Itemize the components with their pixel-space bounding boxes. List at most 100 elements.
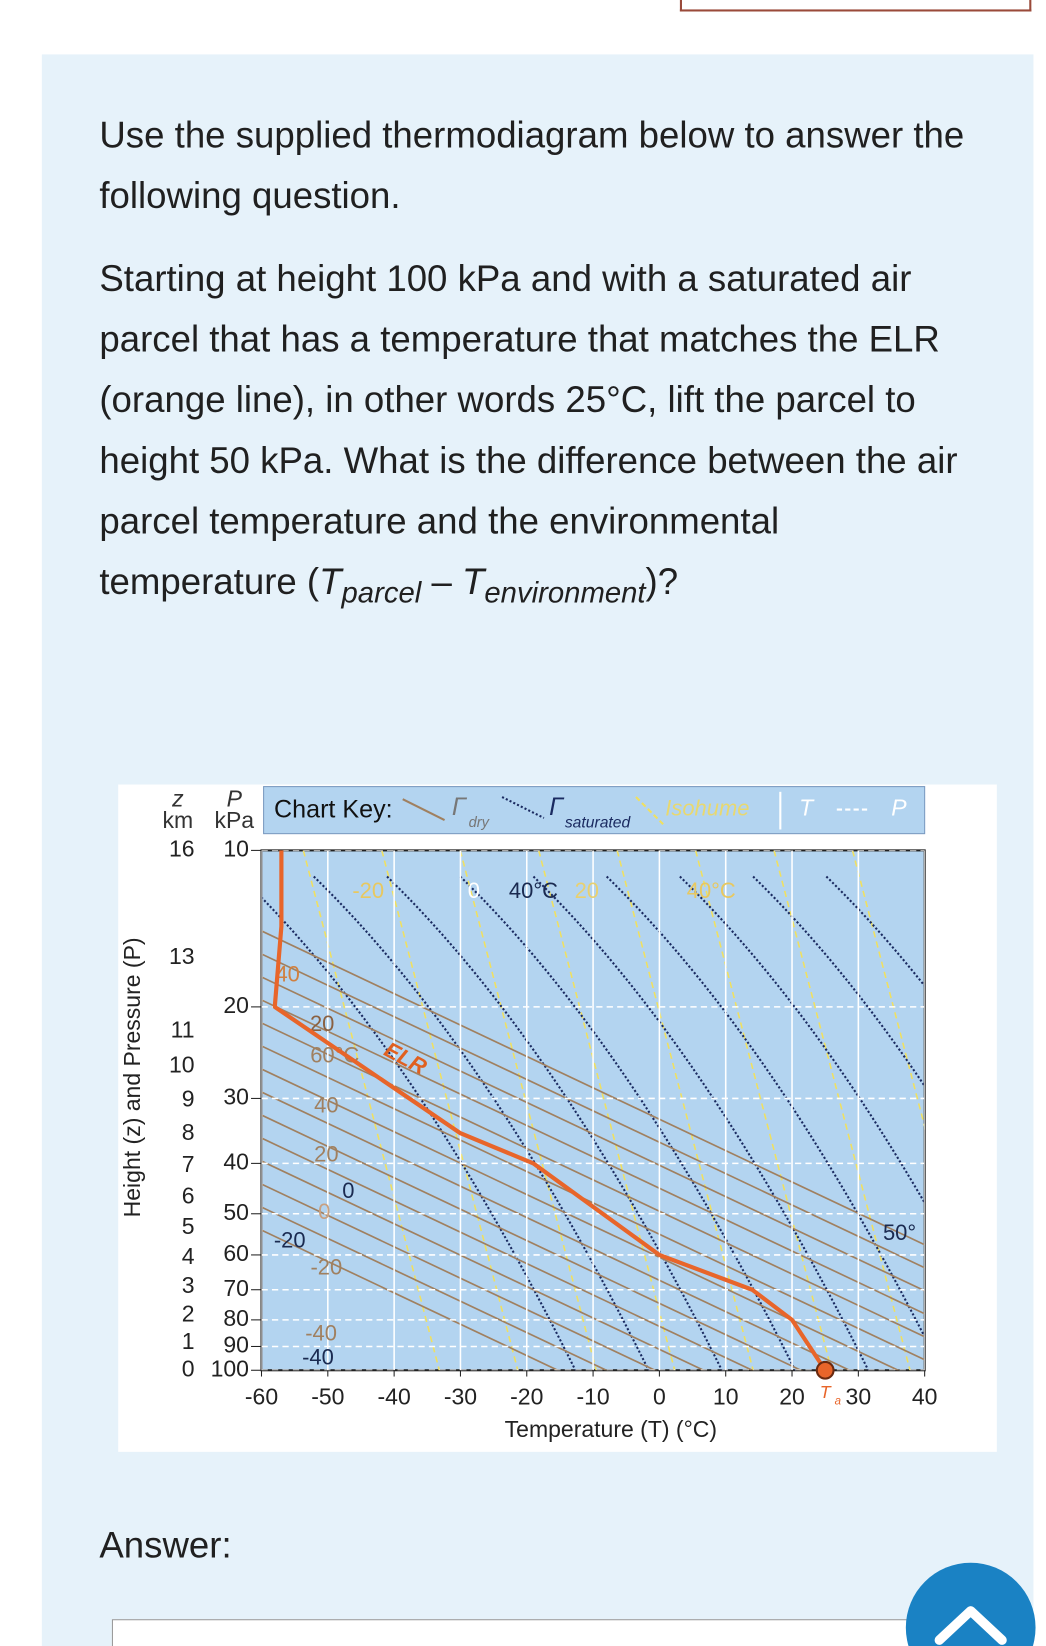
key-isohume: Isohume xyxy=(665,795,749,820)
x-tick-label: 20 xyxy=(779,1384,805,1410)
x-tick-label: 40 xyxy=(912,1384,938,1410)
z-unit: km xyxy=(162,807,193,833)
parcel-symbol: T xyxy=(820,1382,832,1402)
p-tick-label: 60 xyxy=(223,1240,249,1266)
key-sat-sub: saturated xyxy=(565,814,632,831)
saturated-adiabat xyxy=(605,875,925,1340)
x-tick-label: -40 xyxy=(378,1384,411,1410)
scroll-top-button[interactable] xyxy=(905,1562,1036,1646)
x-tick-label: -60 xyxy=(245,1384,278,1410)
plot-label: 50° xyxy=(883,1220,916,1245)
x-tick-label: 10 xyxy=(713,1384,739,1410)
isohume xyxy=(537,850,676,1371)
closing: )? xyxy=(645,561,679,603)
x-tick-label: -50 xyxy=(311,1384,344,1410)
z-tick-label: 10 xyxy=(169,1052,195,1078)
p-tick-label: 80 xyxy=(223,1305,249,1331)
p-tick-label: 10 xyxy=(223,835,249,861)
p-tick-label: 90 xyxy=(223,1332,249,1358)
p-tick-label: 20 xyxy=(223,992,249,1018)
z-tick-label: 5 xyxy=(182,1213,195,1239)
z-tick-label: 2 xyxy=(182,1300,195,1326)
key-saturated-line xyxy=(501,796,545,819)
plot-label: 40°C xyxy=(509,878,558,903)
question-body: Starting at height 100 kPa and with a sa… xyxy=(99,249,967,613)
z-tick-label: 0 xyxy=(182,1355,195,1381)
input-box[interactable] xyxy=(679,0,1032,12)
z-tick-label: 7 xyxy=(182,1151,195,1177)
isohume xyxy=(302,850,441,1371)
z-tick-label: 9 xyxy=(182,1086,195,1112)
z-tick-label: 11 xyxy=(171,1016,195,1042)
key-isotherm: T xyxy=(799,795,815,821)
saturated-adiabat xyxy=(261,896,577,1371)
saturated-adiabat xyxy=(679,875,925,1205)
z-tick-label: 13 xyxy=(169,943,195,969)
z-tick-label: 6 xyxy=(182,1183,195,1209)
p-tick-label: 50 xyxy=(223,1199,249,1225)
x-tick-label: 0 xyxy=(653,1384,666,1410)
plot-label: -20 xyxy=(352,878,384,903)
saturated-adiabat xyxy=(825,875,925,988)
p-unit: kPa xyxy=(214,807,254,833)
key-isohume-line xyxy=(635,796,664,825)
key-title: Chart Key: xyxy=(274,795,393,823)
answer-input[interactable] xyxy=(111,1619,951,1646)
z-tick-label: 4 xyxy=(182,1243,195,1269)
p-tick-label: 70 xyxy=(223,1275,249,1301)
isohume xyxy=(459,850,597,1371)
question-intro: Use the supplied thermodiagram below to … xyxy=(99,115,965,217)
parcel-sub: a xyxy=(835,1396,841,1408)
p-tick-label: 30 xyxy=(223,1084,249,1110)
plot-label: -40 xyxy=(305,1320,337,1345)
saturated-adiabat xyxy=(459,875,797,1371)
z-tick-label: 3 xyxy=(182,1272,195,1298)
isohume xyxy=(851,850,925,1130)
operator: – xyxy=(421,561,452,603)
plot-label: 40 xyxy=(314,1092,338,1117)
plot-label: 20 xyxy=(575,878,599,903)
x-tick-label: -30 xyxy=(444,1384,477,1410)
z-tick-label: 1 xyxy=(182,1328,195,1354)
symbol: T xyxy=(319,561,342,603)
isohume xyxy=(616,850,754,1371)
chart-key xyxy=(263,786,926,835)
y-axis-label: Height (z) and Pressure (P) xyxy=(119,937,145,1217)
z-tick-label: 8 xyxy=(182,1119,195,1145)
elr-line xyxy=(272,850,827,1372)
answer-label: Answer: xyxy=(99,1525,232,1566)
symbol: T xyxy=(462,561,485,603)
z-header: z xyxy=(171,785,184,811)
dry-adiabat xyxy=(261,1229,560,1371)
x-tick-label: -20 xyxy=(510,1384,543,1410)
plot-label: 0 xyxy=(468,878,480,903)
x-axis-label: Temperature (T) (°C) xyxy=(505,1416,717,1442)
plot-label: -40 xyxy=(302,1345,334,1370)
saturated-adiabat xyxy=(386,875,724,1371)
p-tick-label: 100 xyxy=(211,1355,249,1381)
x-tick-label: -10 xyxy=(576,1384,609,1410)
parcel-start xyxy=(815,1360,835,1380)
chevron-icon xyxy=(934,1606,1007,1645)
plot-label: 20 xyxy=(314,1142,338,1167)
plot-label: 40°C xyxy=(687,878,736,903)
saturated-adiabat xyxy=(532,875,870,1371)
key-dry-sub: dry xyxy=(469,815,491,831)
key-dry-line xyxy=(402,798,446,821)
plot-label: 0 xyxy=(318,1199,330,1224)
subscript: parcel xyxy=(341,576,422,609)
key-sat-symbol: Γ xyxy=(549,793,565,821)
plot-label: -20 xyxy=(310,1255,342,1280)
isohume xyxy=(694,850,833,1371)
z-tick-label: 16 xyxy=(169,835,195,861)
key-isobar: P xyxy=(891,795,907,821)
p-tick-label: 40 xyxy=(223,1148,249,1174)
p-header: P xyxy=(227,785,243,811)
key-dry-symbol: Γ xyxy=(452,793,468,821)
plot-label: -20 xyxy=(274,1227,306,1252)
question-text: Starting at height 100 kPa and with a sa… xyxy=(99,258,958,603)
subscript: environment xyxy=(484,576,646,609)
plot-label: 0 xyxy=(342,1178,354,1203)
